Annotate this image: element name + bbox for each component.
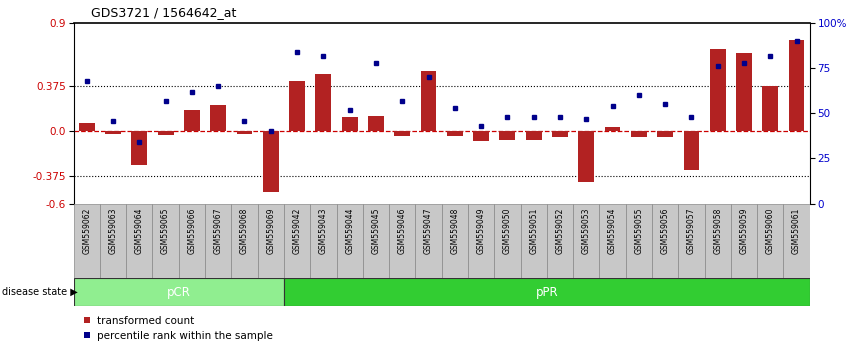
Text: GSM559069: GSM559069 <box>266 207 275 254</box>
Bar <box>573 204 599 278</box>
Bar <box>526 131 541 140</box>
Text: GSM559060: GSM559060 <box>766 207 775 254</box>
Bar <box>74 204 100 278</box>
Bar <box>263 131 279 192</box>
Bar <box>757 204 784 278</box>
Text: GSM559050: GSM559050 <box>503 207 512 254</box>
Bar <box>657 131 673 137</box>
Text: GSM559056: GSM559056 <box>661 207 669 254</box>
Legend: transformed count, percentile rank within the sample: transformed count, percentile rank withi… <box>79 312 276 345</box>
Bar <box>368 116 384 131</box>
Bar <box>74 278 284 306</box>
Bar <box>284 278 810 306</box>
Text: GSM559054: GSM559054 <box>608 207 617 254</box>
Bar <box>152 204 178 278</box>
Text: GDS3721 / 1564642_at: GDS3721 / 1564642_at <box>91 6 236 19</box>
Text: GSM559046: GSM559046 <box>397 207 407 254</box>
Bar <box>631 131 647 137</box>
Text: GSM559047: GSM559047 <box>424 207 433 254</box>
Text: GSM559051: GSM559051 <box>529 207 538 254</box>
Bar <box>705 204 731 278</box>
Bar <box>789 40 805 131</box>
Bar <box>553 131 568 137</box>
Bar <box>178 204 205 278</box>
Text: GSM559059: GSM559059 <box>740 207 748 254</box>
Bar <box>546 204 573 278</box>
Bar <box>736 53 752 131</box>
Bar <box>236 131 252 134</box>
Text: GSM559049: GSM559049 <box>476 207 486 254</box>
Bar <box>132 131 147 165</box>
Bar <box>731 204 757 278</box>
Bar <box>494 204 520 278</box>
Bar <box>258 204 284 278</box>
Bar <box>310 204 337 278</box>
Bar <box>363 204 389 278</box>
Text: GSM559057: GSM559057 <box>687 207 696 254</box>
Text: GSM559048: GSM559048 <box>450 207 459 254</box>
Bar <box>421 71 436 131</box>
Bar <box>473 131 489 141</box>
Bar <box>678 204 705 278</box>
Bar <box>337 204 363 278</box>
Bar <box>184 110 200 131</box>
Bar <box>683 131 699 170</box>
Bar <box>205 204 231 278</box>
Text: GSM559064: GSM559064 <box>135 207 144 254</box>
Bar <box>710 50 726 131</box>
Bar <box>468 204 494 278</box>
Bar <box>447 131 462 136</box>
Text: GSM559058: GSM559058 <box>714 207 722 254</box>
Bar <box>231 204 258 278</box>
Bar <box>416 204 442 278</box>
Text: GSM559067: GSM559067 <box>214 207 223 254</box>
Text: pCR: pCR <box>167 286 191 298</box>
Bar <box>100 204 126 278</box>
Text: GSM559055: GSM559055 <box>634 207 643 254</box>
Bar <box>784 204 810 278</box>
Text: GSM559053: GSM559053 <box>582 207 591 254</box>
Bar <box>442 204 468 278</box>
Text: GSM559045: GSM559045 <box>372 207 380 254</box>
Text: GSM559066: GSM559066 <box>187 207 197 254</box>
Bar <box>79 123 94 131</box>
Bar <box>625 204 652 278</box>
Bar <box>158 131 173 135</box>
Text: GSM559062: GSM559062 <box>82 207 91 254</box>
Bar <box>126 204 152 278</box>
Bar <box>105 131 121 134</box>
Bar <box>500 131 515 140</box>
Bar <box>315 74 331 131</box>
Bar <box>394 131 410 136</box>
Text: GSM559065: GSM559065 <box>161 207 170 254</box>
Bar <box>652 204 678 278</box>
Bar <box>762 86 779 131</box>
Text: pPR: pPR <box>535 286 558 298</box>
Bar <box>578 131 594 182</box>
Bar <box>389 204 416 278</box>
Text: GSM559043: GSM559043 <box>319 207 328 254</box>
Bar <box>289 81 305 131</box>
Text: GSM559063: GSM559063 <box>108 207 118 254</box>
Text: GSM559068: GSM559068 <box>240 207 249 254</box>
Text: GSM559052: GSM559052 <box>555 207 565 254</box>
Bar <box>342 117 358 131</box>
Bar <box>604 126 620 131</box>
Bar <box>599 204 625 278</box>
Bar <box>284 204 310 278</box>
Text: disease state ▶: disease state ▶ <box>2 287 77 297</box>
Bar <box>210 105 226 131</box>
Text: GSM559061: GSM559061 <box>792 207 801 254</box>
Text: GSM559044: GSM559044 <box>346 207 354 254</box>
Text: GSM559042: GSM559042 <box>293 207 301 254</box>
Bar <box>520 204 546 278</box>
